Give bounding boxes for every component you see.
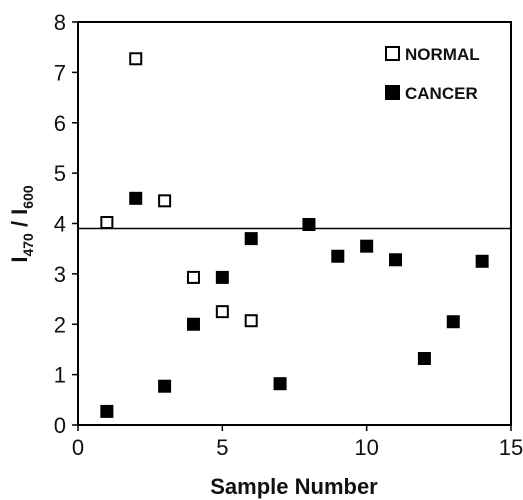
legend-normal-label: NORMAL xyxy=(405,45,480,64)
legend-cancer-marker xyxy=(385,85,400,100)
y-axis-title-sub2: 600 xyxy=(20,185,36,209)
y-tick-label: 1 xyxy=(54,363,66,388)
normal-point xyxy=(129,52,143,66)
normal-point xyxy=(215,305,229,319)
normal-point xyxy=(186,270,200,284)
legend-normal-marker xyxy=(385,46,400,61)
cancer-point xyxy=(331,249,345,263)
normal-point xyxy=(244,314,258,328)
normal-point xyxy=(158,194,172,208)
plot-frame xyxy=(77,21,512,426)
x-tick-label: 5 xyxy=(216,435,228,460)
data-points xyxy=(100,52,489,418)
y-axis-title-mid: / I xyxy=(7,209,32,233)
y-tick-label: 0 xyxy=(54,413,66,438)
legend-cancer-label: CANCER xyxy=(405,84,478,103)
cancer-point xyxy=(215,270,229,284)
cancer-point xyxy=(302,218,316,232)
cancer-point xyxy=(273,377,287,391)
x-axis: 0 5 10 15 xyxy=(72,425,523,460)
cancer-point xyxy=(360,239,374,253)
y-tick-label: 6 xyxy=(54,111,66,136)
cancer-point xyxy=(417,352,431,366)
cancer-point xyxy=(475,254,489,268)
cancer-point xyxy=(389,253,403,267)
cancer-point xyxy=(446,315,460,329)
y-tick-label: 3 xyxy=(54,262,66,287)
x-axis-title: Sample Number xyxy=(210,474,378,499)
cancer-point xyxy=(186,317,200,331)
cancer-point xyxy=(100,404,114,418)
y-axis: 0 1 2 3 4 5 6 7 8 xyxy=(54,10,78,438)
y-tick-label: 7 xyxy=(54,60,66,85)
y-axis-title-sub1: 470 xyxy=(20,233,36,257)
x-tick-label: 0 xyxy=(72,435,84,460)
y-tick-label: 8 xyxy=(54,10,66,35)
x-tick-label: 15 xyxy=(499,435,523,460)
normal-point xyxy=(100,215,114,229)
y-tick-label: 5 xyxy=(54,161,66,186)
x-tick-label: 10 xyxy=(354,435,378,460)
y-tick-label: 4 xyxy=(54,212,66,237)
y-axis-title: I470 / I600 xyxy=(7,185,36,263)
y-tick-label: 2 xyxy=(54,312,66,337)
y-axis-title-main: I xyxy=(7,257,32,263)
legend: NORMAL CANCER xyxy=(385,45,480,103)
cancer-point xyxy=(129,191,143,205)
cancer-point xyxy=(244,232,258,246)
cancer-point xyxy=(158,379,172,393)
